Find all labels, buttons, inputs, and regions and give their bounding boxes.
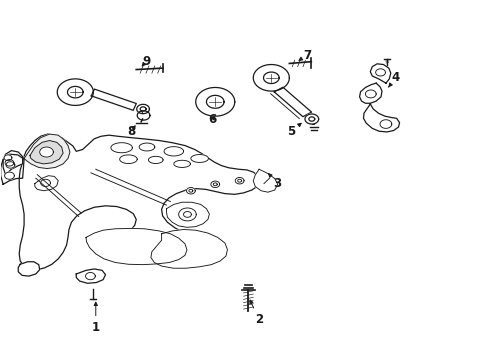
Polygon shape <box>375 69 385 76</box>
Polygon shape <box>305 114 318 124</box>
Polygon shape <box>210 181 219 188</box>
Polygon shape <box>188 189 192 192</box>
Polygon shape <box>5 159 14 166</box>
Polygon shape <box>0 154 24 184</box>
Polygon shape <box>163 147 183 156</box>
Polygon shape <box>137 104 149 114</box>
Polygon shape <box>35 176 58 191</box>
Text: 8: 8 <box>127 125 135 138</box>
Text: 7: 7 <box>299 49 310 62</box>
Polygon shape <box>190 154 208 162</box>
Polygon shape <box>359 83 381 103</box>
Polygon shape <box>253 169 277 192</box>
Polygon shape <box>151 229 227 268</box>
Polygon shape <box>235 177 244 184</box>
Polygon shape <box>363 104 399 132</box>
Polygon shape <box>139 143 155 151</box>
Polygon shape <box>111 143 132 153</box>
Text: 3: 3 <box>268 174 281 190</box>
Polygon shape <box>4 172 14 179</box>
Polygon shape <box>19 134 260 270</box>
Polygon shape <box>206 95 224 108</box>
Polygon shape <box>178 208 196 221</box>
Polygon shape <box>6 162 15 168</box>
Polygon shape <box>40 147 53 157</box>
Polygon shape <box>30 140 63 164</box>
Polygon shape <box>369 64 390 83</box>
Polygon shape <box>213 183 217 186</box>
Polygon shape <box>76 269 105 283</box>
Polygon shape <box>166 202 209 227</box>
Polygon shape <box>195 87 234 116</box>
Polygon shape <box>91 89 136 110</box>
Polygon shape <box>18 262 40 276</box>
Polygon shape <box>379 120 391 129</box>
Polygon shape <box>86 228 186 265</box>
Polygon shape <box>137 111 150 120</box>
Polygon shape <box>365 90 375 98</box>
Polygon shape <box>253 64 289 91</box>
Text: 6: 6 <box>208 113 217 126</box>
Polygon shape <box>67 86 83 98</box>
Polygon shape <box>85 273 95 280</box>
Polygon shape <box>24 134 70 168</box>
Text: 1: 1 <box>92 302 100 334</box>
Polygon shape <box>173 160 190 167</box>
Text: 4: 4 <box>388 71 399 87</box>
Text: 5: 5 <box>286 123 301 138</box>
Polygon shape <box>263 72 279 84</box>
Polygon shape <box>186 188 195 194</box>
Polygon shape <box>237 179 241 182</box>
Text: 9: 9 <box>142 55 150 68</box>
Polygon shape <box>183 212 191 217</box>
Polygon shape <box>308 117 314 121</box>
Polygon shape <box>3 150 22 175</box>
Polygon shape <box>41 179 50 186</box>
Polygon shape <box>274 87 311 117</box>
Text: 2: 2 <box>249 300 263 327</box>
Polygon shape <box>57 79 93 105</box>
Polygon shape <box>4 155 12 161</box>
Polygon shape <box>148 156 163 163</box>
Polygon shape <box>140 107 146 111</box>
Polygon shape <box>120 155 137 163</box>
